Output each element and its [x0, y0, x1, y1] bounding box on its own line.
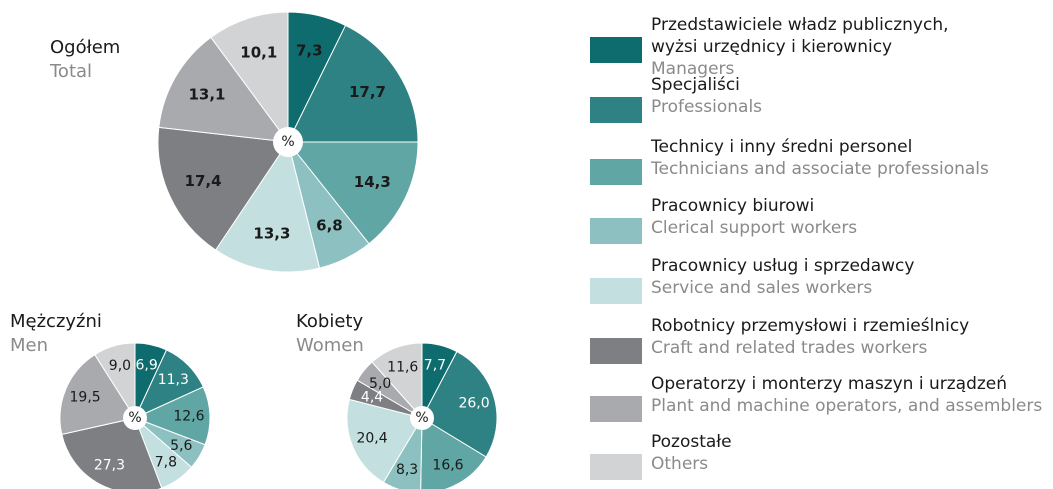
pie-slice: [214, 140, 321, 273]
pie-slice: [371, 342, 423, 420]
legend-sublabel: Craft and related trades workers: [651, 338, 928, 358]
legend-sublabel: Service and sales workers: [651, 278, 872, 298]
legend-sublabel: Others: [651, 454, 708, 474]
legend-swatch: [590, 338, 642, 364]
legend-sublabel: Clerical support workers: [651, 218, 857, 238]
pie-center: [273, 127, 303, 157]
value-label: 7,8: [155, 454, 177, 470]
value-label: 26,0: [458, 396, 489, 412]
value-label: 6,9: [135, 357, 157, 373]
pie-slice: [158, 36, 290, 143]
value-label: 11,3: [158, 372, 189, 388]
value-label: 6,8: [316, 216, 343, 234]
legend-swatch: [590, 454, 642, 480]
legend-label: Technicy i inny średni personel: [650, 137, 912, 157]
pie-subtitle: Men: [10, 335, 48, 356]
legend-swatch: [590, 37, 642, 63]
value-label: 7,3: [296, 41, 323, 59]
legend-label: Robotnicy przemysłowi i rzemieślnicy: [651, 316, 969, 336]
legend-label: Specjaliści: [651, 75, 740, 95]
pie-slice: [59, 353, 136, 435]
pie-slice: [287, 24, 419, 143]
value-label: 12,6: [173, 408, 204, 424]
pie-title: Mężczyźni: [10, 311, 102, 332]
value-label: 16,6: [432, 457, 463, 473]
legend-sublabel: Plant and machine operators, and assembl…: [651, 396, 1042, 416]
value-label: 5,0: [369, 376, 391, 392]
pie-slice: [210, 11, 289, 144]
legend-swatch: [590, 278, 642, 304]
legend-sublabel: Managers: [651, 59, 735, 79]
legend-label: Operatorzy i monterzy maszyn i urządzeń: [651, 374, 1007, 394]
value-label: 7,7: [424, 358, 446, 374]
value-label: 8,3: [396, 462, 418, 478]
legend-swatch: [590, 396, 642, 422]
pie-subtitle: Women: [296, 335, 364, 356]
legend-sublabel: Technicians and associate professionals: [650, 159, 989, 179]
legend-swatch: [590, 218, 642, 244]
value-label: 9,0: [109, 358, 131, 374]
value-label: 14,3: [354, 173, 391, 191]
center-label: %: [281, 134, 294, 150]
value-label: 27,3: [94, 458, 125, 474]
pie-slice: [286, 141, 419, 245]
pie-slice: [346, 398, 423, 484]
value-label: 11,6: [387, 360, 418, 376]
legend-swatch: [590, 97, 642, 123]
pie-slice: [133, 386, 211, 446]
legend-sublabel: Professionals: [651, 97, 762, 117]
legend-swatch: [590, 159, 642, 185]
value-label: 13,3: [253, 225, 290, 243]
value-label: 19,5: [70, 389, 101, 405]
value-label: 5,6: [170, 438, 192, 454]
value-label: 20,4: [356, 431, 387, 447]
pie-slice: [94, 342, 136, 420]
pie-title: Ogółem: [50, 37, 120, 58]
legend-label: Przedstawiciele władz publicznych,: [651, 15, 949, 35]
pie-slice: [61, 417, 163, 489]
center-label: %: [128, 410, 141, 426]
value-label: 17,7: [349, 83, 386, 101]
pie-slice: [420, 417, 487, 489]
value-label: 10,1: [240, 44, 277, 62]
value-label: 4,4: [361, 389, 383, 405]
pie-center: [410, 406, 434, 430]
pie-slice: [421, 350, 498, 458]
pie-slice: [157, 126, 289, 251]
value-label: 13,1: [188, 86, 225, 104]
pie-title: Kobiety: [296, 311, 363, 332]
pie-center: [123, 406, 147, 430]
legend-label: Pozostałe: [651, 432, 732, 452]
legend-label: Pracownicy biurowi: [651, 196, 814, 216]
legend-label: wyżsi urzędnicy i kierownicy: [651, 37, 892, 57]
legend-label: Pracownicy usług i sprzedawcy: [651, 256, 914, 276]
center-label: %: [415, 410, 428, 426]
pie-subtitle: Total: [49, 61, 92, 82]
value-label: 17,4: [185, 172, 222, 190]
